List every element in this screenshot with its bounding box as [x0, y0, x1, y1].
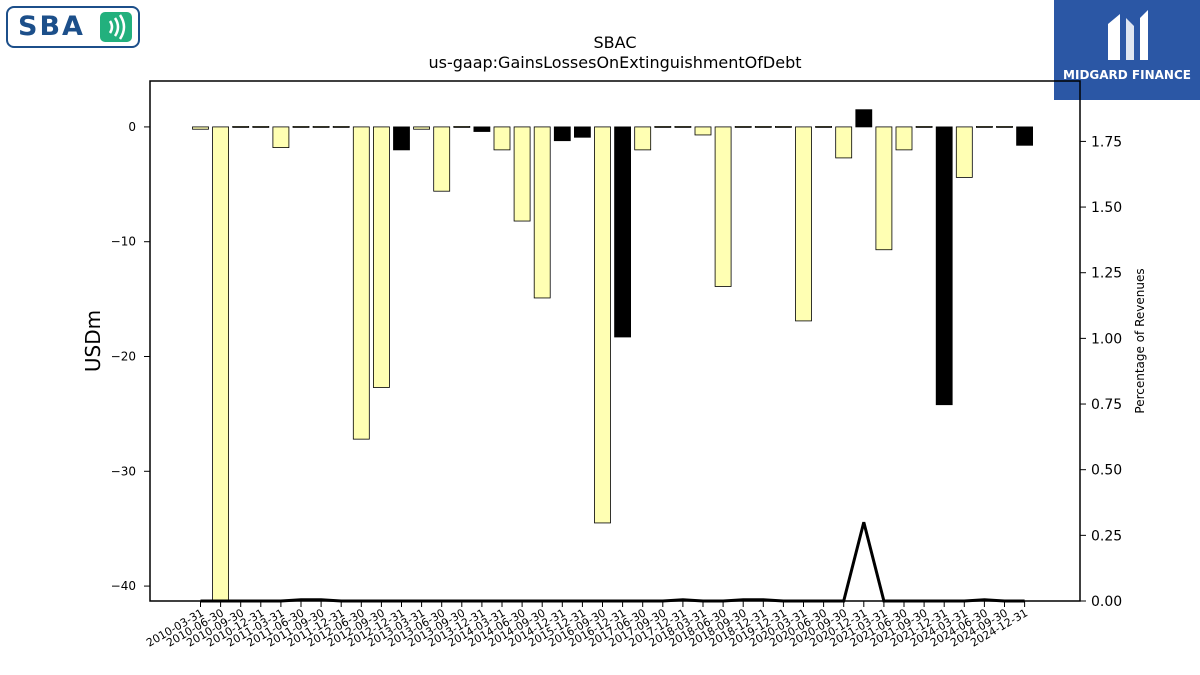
- bar-2015-12-31: [574, 126, 591, 138]
- bar-2024-03-31: [955, 126, 973, 178]
- bar-2013-06-30: [433, 126, 451, 192]
- bar-2021-12-31: [935, 126, 953, 406]
- bar-2024-12-31: [1016, 126, 1033, 146]
- y2-axis-label: Percentage of Revenues: [1133, 268, 1147, 413]
- y-tick-label: −30: [111, 464, 136, 478]
- y2-tick-label: 1.25: [1091, 266, 1122, 282]
- bar-2013-03-31: [413, 126, 431, 130]
- bar-2014-09-30: [533, 126, 551, 299]
- bar-2021-03-31: [875, 126, 893, 251]
- y2-tick-label: 1.50: [1091, 200, 1122, 216]
- bar-2018-03-31: [694, 126, 712, 136]
- bar-2011-12-31: [332, 126, 350, 128]
- bar-2024-09-30: [996, 126, 1013, 128]
- bar-2012-06-30: [352, 126, 370, 440]
- bar-2011-06-30: [292, 126, 310, 128]
- bar-2017-12-31: [674, 126, 692, 128]
- bar-2017-06-30: [634, 126, 652, 151]
- bar-2012-09-30: [372, 126, 390, 388]
- y-tick-label: 0: [128, 120, 136, 134]
- chart-subtitle: us-gaap:GainsLossesOnExtinguishmentOfDeb…: [428, 53, 801, 72]
- bar-2018-12-31: [754, 126, 772, 128]
- sba-logo: SBA: [6, 6, 140, 48]
- bar-2020-03-31: [795, 126, 812, 322]
- y2-tick-label: 0.25: [1091, 528, 1122, 544]
- sba-logo-text: SBA: [18, 11, 85, 42]
- bar-2024-06-30: [976, 126, 993, 128]
- bar-2010-06-30: [212, 126, 230, 602]
- y2-tick-label: 0.50: [1091, 463, 1122, 479]
- bar-2020-09-30: [835, 126, 853, 159]
- bar-2016-09-30: [594, 126, 611, 524]
- bar-2013-12-31: [473, 126, 491, 132]
- bar-2013-09-30: [453, 126, 471, 128]
- y-tick-label: −10: [111, 235, 136, 249]
- bar-2014-03-31: [493, 126, 511, 151]
- y2-tick-label: 0.75: [1091, 397, 1122, 413]
- y-axis-label: USDm: [81, 310, 105, 372]
- y2-tick-label: 1.00: [1091, 331, 1122, 347]
- y-tick-label: −20: [111, 349, 136, 363]
- bar-2014-06-30: [513, 126, 531, 222]
- bar-2020-06-30: [815, 126, 832, 128]
- bar-2021-09-30: [915, 126, 933, 128]
- chart-title: SBAC: [594, 33, 637, 52]
- bar-2010-12-31: [252, 126, 270, 128]
- bar-2021-06-30: [895, 126, 913, 151]
- signal-wave-icon: [100, 12, 132, 42]
- bar-2011-09-30: [312, 126, 330, 128]
- bar-2017-09-30: [654, 126, 672, 128]
- y2-tick-label: 0.00: [1091, 594, 1122, 610]
- y2-tick-label: 1.75: [1091, 134, 1122, 150]
- bar-2012-12-31: [393, 126, 410, 151]
- midgard-m-icon: [1108, 10, 1148, 60]
- midgard-finance-logo: MIDGARD FINANCE: [1054, 0, 1200, 100]
- bar-2018-09-30: [734, 126, 752, 128]
- bar-2010-09-30: [232, 126, 250, 128]
- bar-2018-06-30: [714, 126, 732, 287]
- bar-2019-12-31: [775, 126, 792, 128]
- bar-2016-12-31: [614, 126, 631, 338]
- midgard-logo-text: MIDGARD FINANCE: [1063, 68, 1191, 82]
- y-tick-label: −40: [111, 579, 136, 593]
- bar-2011-03-31: [272, 126, 290, 148]
- plot-frame: [149, 80, 1081, 602]
- bar-2020-12-31: [855, 109, 873, 128]
- bar-2014-12-31: [553, 126, 571, 142]
- pct-revenue-line: [200, 521, 1025, 603]
- bar-2010-03-31: [192, 126, 209, 130]
